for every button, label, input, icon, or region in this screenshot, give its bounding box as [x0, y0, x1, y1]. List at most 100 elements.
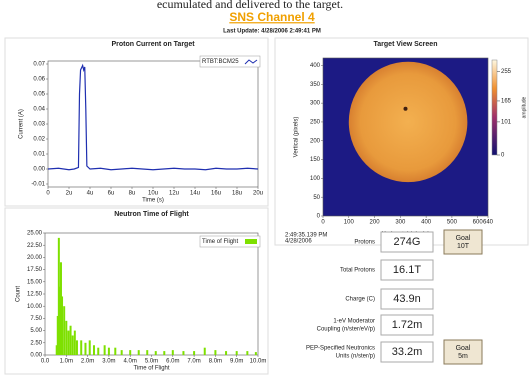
y-tick-label: 100	[310, 176, 321, 182]
bar	[155, 351, 157, 355]
bar	[163, 351, 165, 355]
bar	[121, 350, 123, 355]
readout-label: Units (n/ster/p)	[336, 354, 375, 360]
bar	[93, 345, 95, 355]
x-tick-label: 16u	[211, 191, 221, 197]
x-tick-label: 20u	[253, 191, 263, 197]
bar	[70, 326, 72, 355]
y-tick-label: 150	[310, 157, 321, 163]
readout-label: Total Protons	[340, 268, 375, 274]
x-tick-label: 640	[483, 220, 494, 226]
page-title: SNS Channel 4	[229, 10, 315, 24]
bar	[67, 331, 69, 355]
y-tick-label: 17.50	[27, 267, 43, 273]
chart-title: Target View Screen	[374, 41, 438, 48]
bar	[255, 352, 257, 355]
bar	[84, 343, 86, 355]
bar	[172, 350, 174, 355]
x-tick-label: 9.0m	[230, 359, 243, 365]
y-tick-label: 2.50	[30, 340, 42, 346]
y-tick-label: 300	[310, 101, 321, 107]
readout-label: Charge (C)	[345, 297, 375, 303]
x-tick-label: 12u	[169, 191, 179, 197]
bar	[129, 350, 131, 355]
x-tick-label: 100	[344, 220, 355, 226]
y-tick-label: 0.02	[33, 137, 45, 143]
x-tick-label: 18u	[232, 191, 242, 197]
y-tick-label: 0.00	[33, 167, 45, 173]
spot-mark	[404, 107, 408, 111]
x-tick-label: 200	[370, 220, 381, 226]
goal-button-text[interactable]: 10T	[457, 243, 470, 250]
readout-value: 33.2m	[392, 346, 423, 358]
x-tick-label: 10u	[148, 191, 158, 197]
colorbar-tick-label: 101	[501, 119, 512, 125]
bar	[182, 351, 184, 355]
last-update: Last Update: 4/28/2006 2:49:41 PM	[223, 29, 321, 35]
x-tick-label: 8.0m	[209, 359, 222, 365]
y-tick-label: 15.00	[27, 279, 43, 285]
readout-value: 1.72m	[392, 319, 423, 331]
y-tick-label: 5.00	[30, 328, 42, 334]
x-tick-label: 300	[395, 220, 406, 226]
x-tick-label: 7.0m	[187, 359, 200, 365]
y-tick-label: 0.01	[33, 152, 45, 158]
y-tick-label: 350	[310, 82, 321, 88]
bar	[114, 348, 116, 355]
bar	[76, 340, 78, 355]
bar	[65, 321, 67, 355]
colorbar	[492, 60, 497, 155]
goal-button-text[interactable]: 5m	[458, 353, 468, 360]
bar	[72, 335, 74, 355]
chart-title: Neutron Time of Flight	[114, 211, 189, 218]
y-tick-label: 400	[310, 63, 321, 69]
screen: ecumulated and delivered to the target. …	[0, 0, 531, 376]
caption-fragment: ecumulated and delivered to the target.	[157, 0, 343, 11]
x-tick-label: 10.0m	[250, 359, 267, 365]
colorbar-tick-label: 165	[501, 99, 512, 105]
x-tick-label: 8u	[129, 191, 136, 197]
readout-value: 43.9n	[393, 293, 421, 305]
colorbar-tick-label: 255	[501, 69, 512, 75]
readout-label: Coupling (n/ster/eV/p)	[317, 327, 375, 333]
x-tick-label: 14u	[190, 191, 200, 197]
goal-button-text[interactable]: Goal	[456, 345, 471, 352]
beam-spot	[349, 62, 468, 182]
chart-title: Proton Current on Target	[111, 41, 195, 48]
x-tick-label: 0.0	[41, 359, 50, 365]
bar	[236, 351, 238, 355]
y-tick-label: 22.50	[27, 243, 43, 249]
readout-label: PEP-Specified Neutronics	[306, 346, 375, 352]
x-tick-label: 4.0m	[124, 359, 137, 365]
bar	[63, 306, 65, 355]
x-tick-label: 2u	[66, 191, 73, 197]
bar	[214, 350, 216, 355]
y-tick-label: -0.01	[31, 182, 45, 188]
readout-label: Protons	[354, 240, 375, 246]
x-axis-label: Time of Flight	[133, 366, 169, 372]
x-tick-label: 500	[447, 220, 458, 226]
x-tick-label: 3.0m	[102, 359, 115, 365]
readout-label: 1-eV Moderator	[333, 319, 375, 325]
y-tick-label: 10.00	[27, 304, 43, 310]
bar	[89, 340, 91, 355]
goal-button-text[interactable]: Goal	[456, 235, 471, 242]
bar	[108, 348, 110, 355]
x-tick-label: 400	[421, 220, 432, 226]
x-tick-label: 4u	[87, 191, 94, 197]
bar	[80, 340, 82, 355]
colorbar-label: amplitude	[521, 96, 527, 118]
y-axis-label: Vertical (pixels)	[294, 117, 300, 158]
y-axis-label: Current (A)	[19, 109, 25, 139]
y-tick-label: 0.03	[33, 122, 45, 128]
readout-value: 274G	[394, 236, 421, 248]
y-axis-label: Count	[16, 286, 22, 302]
bar	[104, 345, 106, 355]
y-tick-label: 0.04	[33, 107, 45, 113]
bar	[138, 350, 140, 355]
y-tick-label: 50	[313, 195, 320, 201]
legend-swatch	[245, 239, 257, 244]
bar	[97, 348, 99, 355]
y-tick-label: 12.50	[27, 292, 43, 298]
bar	[193, 351, 195, 355]
